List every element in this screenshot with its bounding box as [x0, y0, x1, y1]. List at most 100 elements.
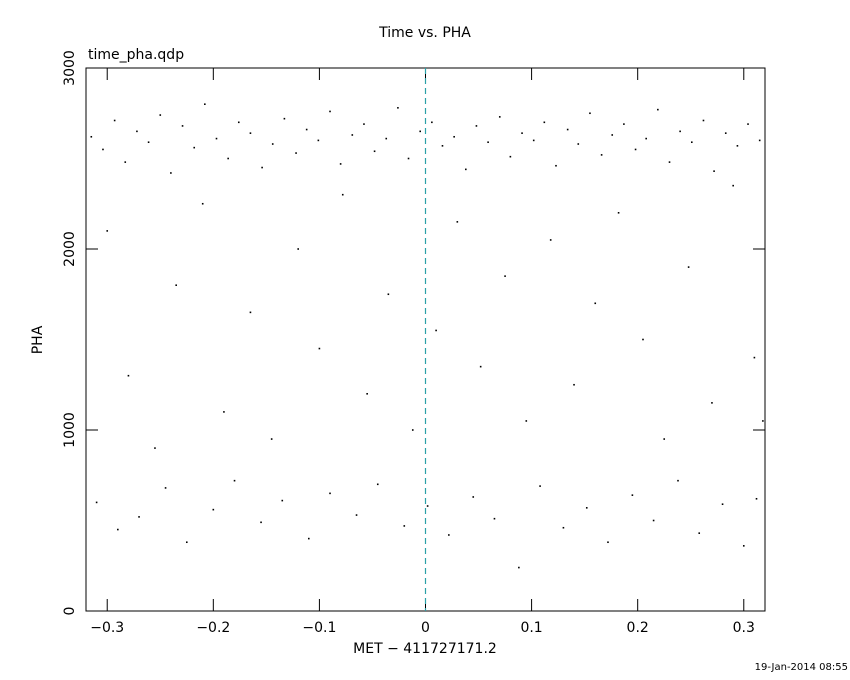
- point: [329, 110, 331, 113]
- point: [117, 528, 119, 531]
- point: [201, 202, 204, 205]
- point: [419, 130, 421, 133]
- point: [297, 248, 299, 250]
- point: [642, 338, 644, 341]
- point: [355, 514, 358, 516]
- point: [317, 139, 320, 142]
- point: [181, 125, 184, 127]
- y-tick-label: 1000: [62, 412, 78, 448]
- point: [742, 545, 745, 547]
- point: [307, 537, 310, 540]
- point: [487, 141, 489, 144]
- point: [465, 168, 467, 171]
- point: [687, 266, 690, 268]
- point: [102, 148, 104, 151]
- point: [127, 374, 130, 377]
- point: [435, 329, 437, 332]
- x-tick-label: 0.2: [627, 620, 649, 636]
- y-tick-label: 0: [62, 607, 78, 616]
- x-tick-label: −0.1: [302, 620, 336, 636]
- point: [631, 494, 634, 496]
- point: [329, 492, 331, 495]
- point: [113, 119, 116, 122]
- point: [249, 311, 252, 314]
- point: [652, 519, 655, 522]
- point: [472, 496, 475, 498]
- point: [164, 487, 167, 489]
- point: [106, 230, 109, 232]
- point: [124, 161, 127, 163]
- point: [509, 155, 512, 158]
- x-tick-label: −0.2: [196, 620, 230, 636]
- x-axis-label: MET − 411727171.2: [353, 641, 497, 657]
- point: [185, 541, 188, 544]
- point: [732, 184, 734, 187]
- point: [170, 172, 172, 174]
- point: [295, 152, 297, 154]
- point: [493, 517, 496, 520]
- x-tick-label: 0.3: [733, 620, 755, 636]
- point: [532, 139, 535, 142]
- point: [677, 479, 679, 482]
- point: [261, 166, 263, 169]
- point: [758, 139, 761, 142]
- x-tick-label: 0: [421, 620, 430, 636]
- point: [90, 135, 93, 138]
- point: [431, 121, 433, 124]
- point: [193, 146, 196, 149]
- point: [713, 170, 715, 172]
- point: [453, 135, 455, 138]
- point: [753, 356, 756, 359]
- point: [577, 143, 580, 145]
- point: [549, 239, 552, 241]
- point: [539, 485, 541, 487]
- point: [607, 541, 609, 544]
- point: [283, 117, 286, 120]
- point: [136, 130, 138, 133]
- point: [589, 112, 591, 115]
- point: [138, 516, 140, 518]
- point: [281, 499, 284, 502]
- y-axis-label: PHA: [30, 325, 46, 354]
- point: [154, 447, 156, 449]
- point: [351, 134, 354, 136]
- point: [762, 420, 764, 422]
- point: [373, 150, 376, 153]
- point: [318, 347, 321, 350]
- point: [525, 420, 528, 422]
- point: [376, 483, 379, 486]
- point: [341, 193, 344, 196]
- point: [456, 221, 459, 223]
- point: [600, 154, 603, 156]
- point: [260, 521, 262, 524]
- point: [227, 157, 229, 160]
- point: [634, 148, 637, 151]
- point: [387, 293, 390, 296]
- point: [411, 429, 414, 431]
- point: [657, 108, 659, 111]
- x-tick-label: 0.1: [520, 620, 542, 636]
- point: [212, 508, 215, 511]
- y-tick-label: 3000: [62, 50, 78, 86]
- point: [397, 107, 399, 109]
- point: [159, 114, 162, 116]
- point: [95, 501, 98, 504]
- point: [339, 163, 342, 165]
- point: [566, 128, 569, 131]
- point: [663, 438, 666, 440]
- timestamp: 19-Jan-2014 08:55: [755, 662, 848, 673]
- point: [271, 143, 274, 145]
- point: [403, 525, 406, 527]
- point: [504, 275, 506, 277]
- point: [385, 137, 388, 140]
- point: [441, 145, 444, 147]
- point: [518, 566, 520, 569]
- point: [233, 479, 236, 482]
- point: [555, 164, 557, 167]
- point: [668, 161, 671, 163]
- point: [366, 393, 368, 395]
- point: [585, 507, 588, 509]
- point: [175, 284, 177, 286]
- point: [223, 411, 225, 413]
